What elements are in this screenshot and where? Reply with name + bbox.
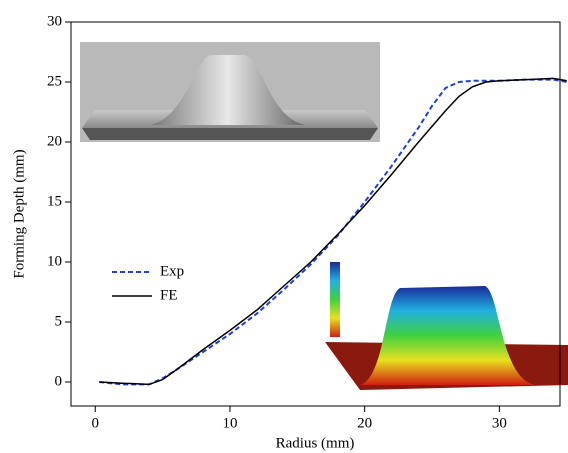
y-tick-label: 20 [47, 133, 62, 149]
x-axis-title: Radius (mm) [276, 435, 355, 451]
plot-frame [70, 21, 561, 407]
y-axis-title: Forming Depth (mm) [11, 149, 27, 278]
series-line [99, 77, 567, 386]
x-tick-label: 10 [222, 415, 237, 431]
photo-inset [80, 42, 380, 142]
x-tick-label: 0 [91, 415, 99, 431]
x-tick-label: 20 [357, 415, 372, 431]
legend: Exp FE [112, 263, 184, 303]
y-tick-label: 25 [47, 73, 62, 89]
y-tick-label: 15 [47, 193, 62, 209]
y-tick-label: 5 [55, 313, 63, 329]
y-tick-label: 0 [55, 373, 63, 389]
fe-inset [325, 262, 568, 390]
y-tick-label: 30 [47, 13, 62, 29]
x-tick-label: 30 [492, 415, 507, 431]
legend-label: Exp [160, 263, 184, 279]
legend-label: FE [160, 287, 178, 303]
y-tick-label: 10 [47, 253, 62, 269]
